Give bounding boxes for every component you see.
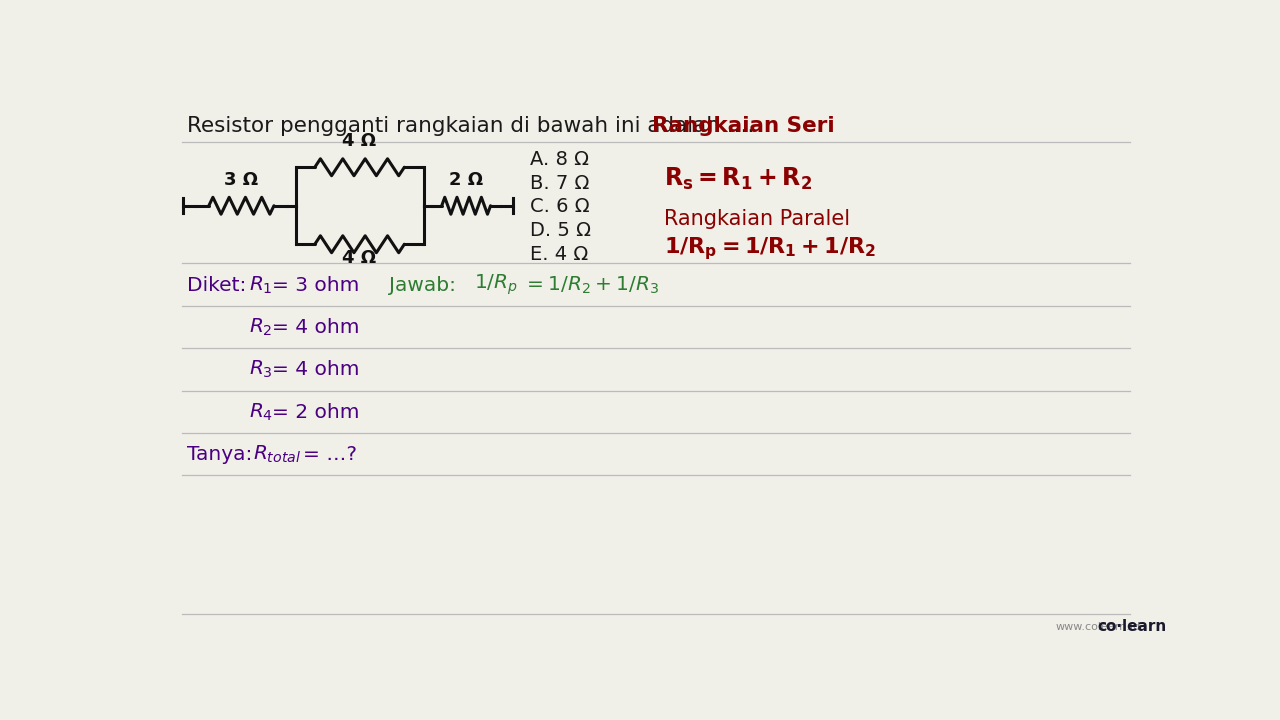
Text: Rangkaian Seri: Rangkaian Seri [652, 116, 835, 135]
Text: co·learn: co·learn [1098, 619, 1167, 634]
Text: B. 7 Ω: B. 7 Ω [530, 174, 590, 193]
Text: = 2 ohm: = 2 ohm [273, 402, 360, 422]
Text: D. 5 Ω: D. 5 Ω [530, 221, 591, 240]
Text: = 4 ohm: = 4 ohm [273, 318, 360, 337]
Text: A. 8 Ω: A. 8 Ω [530, 150, 590, 169]
Text: 4 Ω: 4 Ω [343, 249, 376, 267]
Text: = 3 ohm: = 3 ohm [273, 276, 360, 294]
Text: $1/R_p$: $1/R_p$ [474, 273, 517, 297]
Text: C. 6 Ω: C. 6 Ω [530, 197, 590, 217]
Text: Rangkaian Paralel: Rangkaian Paralel [664, 209, 850, 229]
Text: 2 Ω: 2 Ω [449, 171, 483, 189]
Text: $R_3$: $R_3$ [250, 359, 273, 380]
Text: 3 Ω: 3 Ω [224, 171, 259, 189]
Text: = 4 ohm: = 4 ohm [273, 360, 360, 379]
Text: $\mathbf{1/R_p = 1/R_1 + 1/R_2}$: $\mathbf{1/R_p = 1/R_1 + 1/R_2}$ [664, 235, 876, 261]
Text: $R_{total}$: $R_{total}$ [253, 444, 301, 465]
Text: E. 4 Ω: E. 4 Ω [530, 245, 589, 264]
Text: = …?: = …? [303, 445, 357, 464]
Text: $R_1$: $R_1$ [250, 274, 273, 296]
Text: $R_4$: $R_4$ [250, 402, 274, 423]
Text: Jawab:: Jawab: [389, 276, 456, 294]
Text: Resistor pengganti rangkaian di bawah ini adalah ....: Resistor pengganti rangkaian di bawah in… [187, 116, 754, 135]
Text: Diket:: Diket: [187, 276, 247, 294]
Text: Tanya:: Tanya: [187, 445, 252, 464]
Text: 4 Ω: 4 Ω [343, 132, 376, 150]
Text: www.colearn.id: www.colearn.id [1055, 622, 1140, 632]
Text: $\mathbf{R_s = R_1 + R_2}$: $\mathbf{R_s = R_1 + R_2}$ [664, 166, 812, 192]
Text: $= 1/R_2 + 1/R_3$: $= 1/R_2 + 1/R_3$ [522, 274, 659, 296]
Text: $R_2$: $R_2$ [250, 317, 273, 338]
